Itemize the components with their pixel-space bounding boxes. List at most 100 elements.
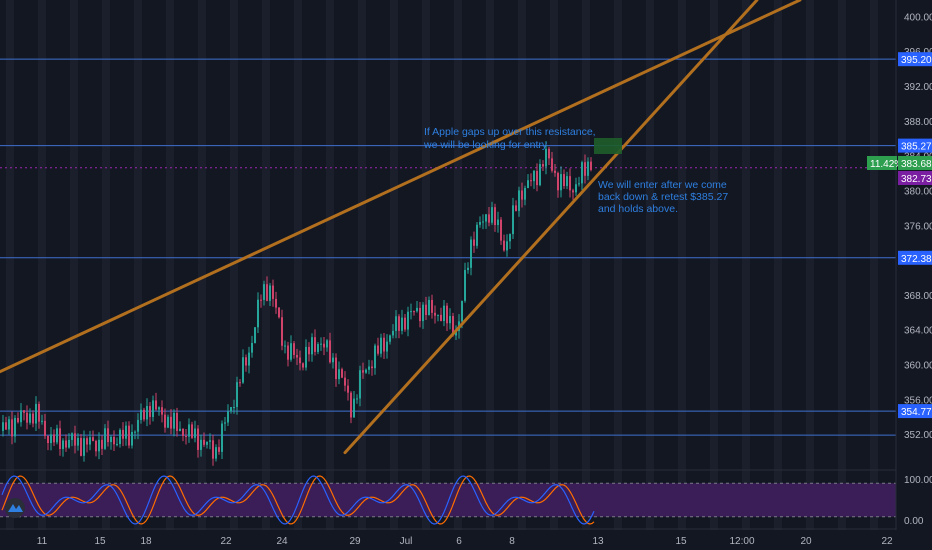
price-axis[interactable]: 352.00356.00360.00364.00368.00372.00376.… xyxy=(895,0,932,530)
candle-body xyxy=(329,340,331,363)
candle-body xyxy=(287,345,289,360)
candle-body xyxy=(152,400,154,417)
price-tick-label: 360.00 xyxy=(904,361,932,372)
session-band xyxy=(422,0,430,530)
indicator-axis-labels: 100.00 0.00 xyxy=(904,475,932,527)
candle-body xyxy=(164,414,166,428)
candle-body xyxy=(377,345,379,354)
annotation-retest[interactable]: We will enter after we come back down & … xyxy=(598,179,728,215)
candle-body xyxy=(434,312,436,316)
time-tick-label: 22 xyxy=(220,536,232,547)
session-band xyxy=(326,0,334,530)
candle-body xyxy=(281,317,283,346)
candle-body xyxy=(8,419,10,430)
candle-body xyxy=(398,316,400,331)
session-band xyxy=(102,0,110,530)
candle-body xyxy=(302,363,304,368)
candle-body xyxy=(179,428,181,431)
candle-body xyxy=(521,190,523,200)
candle-body xyxy=(563,174,565,187)
candle-body xyxy=(542,164,544,167)
candle-body xyxy=(278,307,280,318)
candle-body xyxy=(395,316,397,331)
candle-body xyxy=(359,370,361,399)
annotation-entry[interactable]: If Apple gaps up over this resistance, w… xyxy=(423,126,596,151)
time-tick-label: 12:00 xyxy=(729,536,754,547)
time-tick-label: 29 xyxy=(349,536,361,547)
candle-body xyxy=(566,176,568,187)
candle-body xyxy=(401,317,403,331)
candle-body xyxy=(188,424,190,437)
candle-body xyxy=(353,398,355,418)
time-tick-label: 15 xyxy=(675,536,687,547)
candle-body xyxy=(101,439,103,449)
trendlines[interactable] xyxy=(0,0,802,455)
time-tick-label: 20 xyxy=(800,536,812,547)
annotation-retest-line-1: We will enter after we come xyxy=(598,179,727,191)
level-badge[interactable] xyxy=(898,52,932,67)
level-badge[interactable] xyxy=(898,250,932,265)
candle-body xyxy=(551,158,553,171)
time-tick-label: 6 xyxy=(456,536,462,547)
candle-body xyxy=(5,422,7,430)
candle-body xyxy=(485,214,487,222)
candle-body xyxy=(191,424,193,438)
time-axis[interactable]: 11 15 18 22 24 29 Jul 6 8 13 15 12:00 20 22 xyxy=(37,536,893,547)
candle-body xyxy=(95,440,97,452)
candle-body xyxy=(203,439,205,445)
candle-body xyxy=(131,432,133,446)
candle-body xyxy=(68,439,70,448)
session-band xyxy=(710,0,718,530)
candle-body xyxy=(149,406,151,417)
candle-body xyxy=(41,420,43,422)
candle-body xyxy=(452,316,454,336)
candle-body xyxy=(425,304,427,316)
session-band xyxy=(6,0,14,530)
candle-body xyxy=(26,412,28,423)
annotation-retest-line-2: back down & retest $385.27 xyxy=(598,191,728,203)
candle-body xyxy=(257,299,259,328)
price-tick-label: 356.00 xyxy=(904,395,932,406)
candle-body xyxy=(320,343,322,345)
horizontal-levels[interactable] xyxy=(0,58,896,436)
candle-body xyxy=(59,428,61,449)
candle-body xyxy=(557,172,559,191)
candle-body xyxy=(446,305,448,324)
candle-body xyxy=(89,437,91,445)
candle-body xyxy=(575,184,577,193)
level-badge[interactable] xyxy=(898,138,932,153)
trendline-rising-support[interactable] xyxy=(343,0,759,455)
session-band xyxy=(486,0,494,530)
candle-body xyxy=(548,148,550,159)
candle-body xyxy=(71,433,73,440)
candle-body xyxy=(509,234,511,242)
price-tick-label: 380.00 xyxy=(904,186,932,197)
candle-body xyxy=(20,410,22,423)
candle-body xyxy=(224,422,226,424)
candle-body xyxy=(242,357,244,383)
candle-body xyxy=(380,337,382,354)
candle-body xyxy=(527,180,529,188)
candle-body xyxy=(275,298,277,308)
candle-body xyxy=(440,314,442,321)
candle-body xyxy=(176,412,178,431)
candle-body xyxy=(533,170,535,182)
candle-body xyxy=(350,392,352,418)
candle-body xyxy=(464,270,466,301)
logo-icon[interactable] xyxy=(5,498,25,518)
candle-body xyxy=(2,422,4,431)
session-band xyxy=(838,0,846,530)
level-badge[interactable] xyxy=(898,404,932,419)
session-band xyxy=(518,0,526,530)
candle-body xyxy=(467,267,469,271)
session-band xyxy=(38,0,46,530)
trendline-upper-channel[interactable] xyxy=(0,0,802,374)
stoch-label-100: 100.00 xyxy=(904,475,932,486)
session-band xyxy=(646,0,654,530)
candle-body xyxy=(584,162,586,176)
candle-body xyxy=(296,354,298,358)
candle-body xyxy=(80,437,82,456)
candle-body xyxy=(74,433,76,446)
session-band xyxy=(774,0,782,530)
